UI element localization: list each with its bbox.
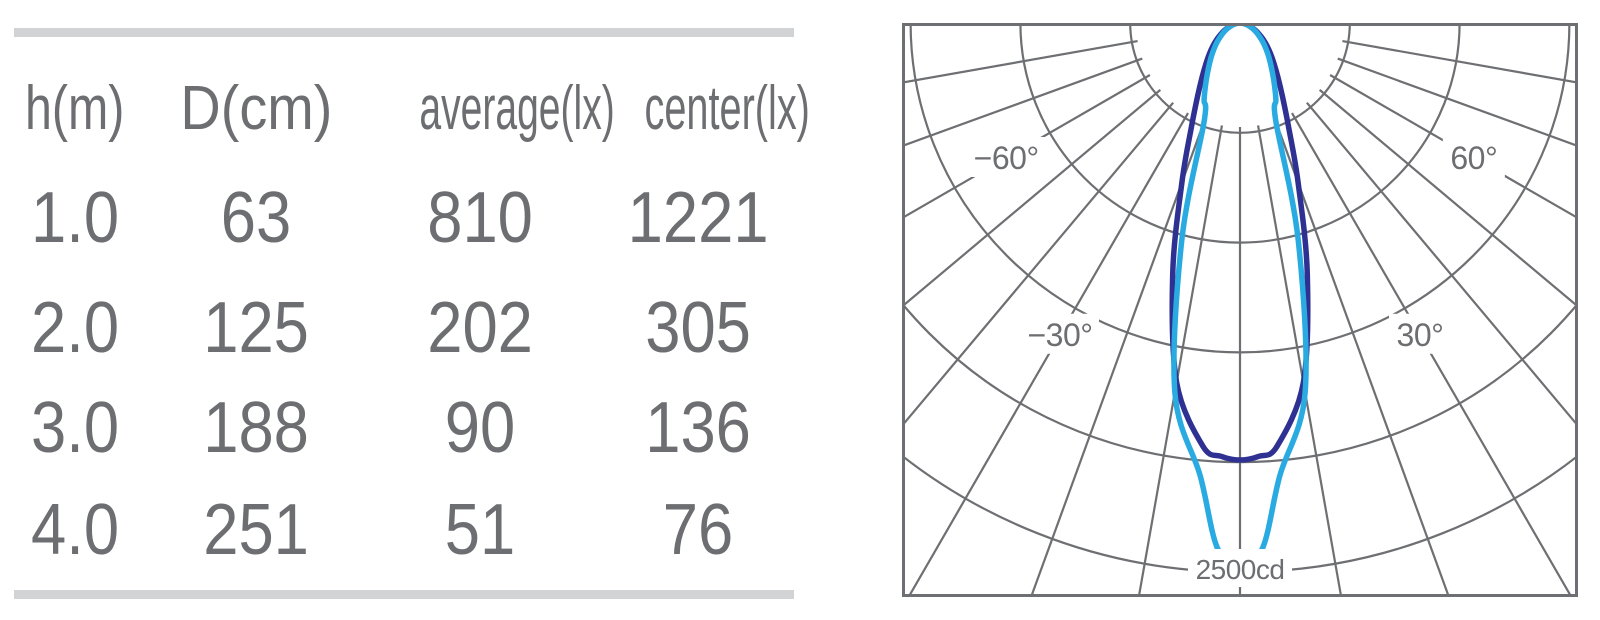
angle-spoke xyxy=(1337,57,1578,148)
angle-spoke xyxy=(902,101,1174,428)
angle-spoke xyxy=(902,39,1138,84)
intensity-ring-label: 2500cd xyxy=(1196,554,1285,585)
table-cell: 136 xyxy=(645,388,751,468)
table-cell: 51 xyxy=(444,490,516,570)
table-cell: 76 xyxy=(662,490,734,570)
table-cell: 202 xyxy=(427,288,533,368)
table-top-rule xyxy=(14,28,794,37)
table-row: 3.0 188 90 136 xyxy=(0,383,810,473)
column-header-height: h(m) xyxy=(25,74,125,143)
angle-spoke xyxy=(1306,101,1578,428)
column-header-average-lux: average(lx) xyxy=(419,74,615,143)
polar-grid xyxy=(902,23,1578,597)
intensity-ring xyxy=(1129,23,1351,134)
table-cell: 1.0 xyxy=(30,178,120,258)
angle-spoke xyxy=(902,89,1162,309)
table-row: 2.0 125 202 305 xyxy=(0,283,810,373)
chart-border xyxy=(902,23,1578,597)
table-cell: 125 xyxy=(203,288,309,368)
table-cell: 1221 xyxy=(627,178,769,258)
table-cell: 810 xyxy=(427,178,533,258)
table-header-row: h(m) D(cm) average(lx) center(lx) xyxy=(0,64,810,154)
angle-label: 30° xyxy=(1397,317,1444,353)
table-cell: 188 xyxy=(203,388,309,468)
angle-spoke xyxy=(1256,125,1343,597)
angle-spoke xyxy=(907,112,1189,597)
table-cell: 63 xyxy=(220,178,292,258)
table-cell: 3.0 xyxy=(30,388,120,468)
table-bottom-rule xyxy=(14,590,794,599)
angle-spoke xyxy=(1291,112,1573,597)
angle-labels: −60° −30° 30° 60° xyxy=(967,137,1505,354)
angle-spoke xyxy=(1274,120,1451,597)
table-cell: 305 xyxy=(645,288,751,368)
angle-spoke xyxy=(1318,89,1578,309)
table-cell: 90 xyxy=(444,388,516,468)
angle-spoke xyxy=(1342,39,1578,84)
column-header-center-lux: center(lx) xyxy=(644,74,810,143)
angle-label: −60° xyxy=(974,140,1039,176)
table-row: 4.0 251 51 76 xyxy=(0,485,810,575)
table-row: 1.0 63 810 1221 xyxy=(0,173,810,263)
angle-label: 60° xyxy=(1450,140,1497,176)
table-cell: 251 xyxy=(203,490,309,570)
angle-spoke xyxy=(902,57,1143,148)
column-header-diameter: D(cm) xyxy=(180,74,332,143)
table-cell: 4.0 xyxy=(30,490,120,570)
table-cell: 2.0 xyxy=(30,288,120,368)
angle-label: −30° xyxy=(1027,317,1092,353)
polar-intensity-chart: −60° −30° 30° 60° 2500cd xyxy=(902,23,1578,597)
angle-spoke xyxy=(1029,120,1206,597)
angle-spoke xyxy=(1137,125,1224,597)
